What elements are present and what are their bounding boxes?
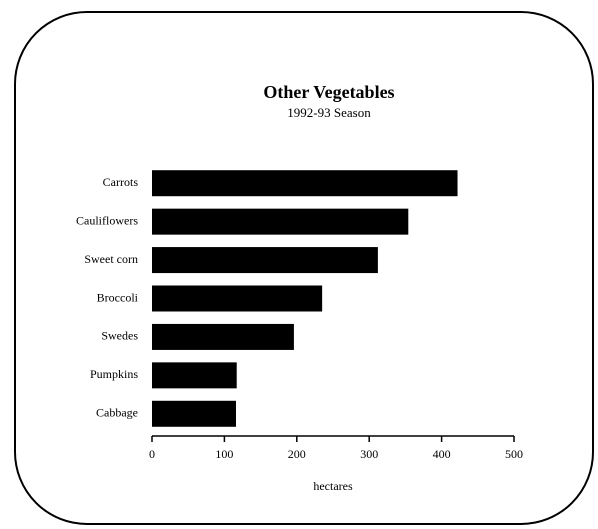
y-tick-label: Broccoli (97, 290, 139, 304)
y-tick-label: Sweet corn (84, 252, 138, 266)
x-tick-label: 100 (215, 447, 233, 461)
y-tick-label: Cauliflowers (76, 213, 138, 227)
bar (152, 247, 378, 274)
x-tick-label: 200 (288, 447, 306, 461)
bar (152, 170, 458, 197)
chart-subtitle: 1992-93 Season (287, 105, 371, 120)
x-tick-label: 0 (149, 447, 155, 461)
bar (152, 285, 323, 312)
frame (14, 11, 594, 525)
bar (152, 323, 294, 350)
x-axis-label: hectares (313, 479, 353, 493)
y-tick-label: Cabbage (96, 406, 138, 420)
bar (152, 400, 236, 427)
bar (152, 362, 237, 389)
x-tick-label: 500 (505, 447, 523, 461)
chart-title: Other Vegetables (263, 82, 394, 102)
y-tick-label: Pumpkins (90, 367, 138, 381)
y-tick-label: Carrots (103, 175, 139, 189)
y-tick-label: Swedes (101, 329, 138, 343)
x-tick-label: 400 (433, 447, 451, 461)
bar (152, 208, 409, 235)
x-tick-label: 300 (360, 447, 378, 461)
